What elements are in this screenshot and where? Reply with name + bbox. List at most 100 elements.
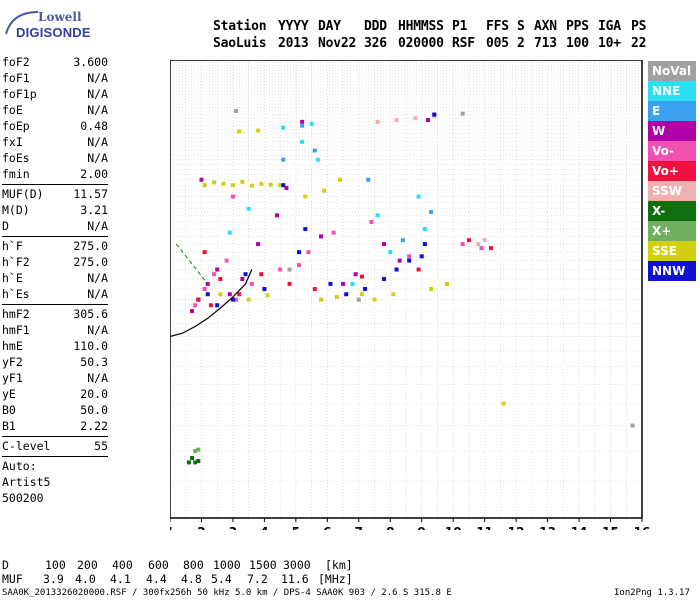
ionogram-plot: 1234567891011121314151680200300400500600… [170,60,650,530]
echo-point-noval [356,297,361,302]
footer-muf-value: 7.2 [247,572,268,586]
echo-point-sse [240,179,245,184]
x-tick-label: 10 [445,525,462,530]
param-divider [2,184,108,185]
legend-item-e: E [648,101,696,121]
echo-point-sse [319,297,324,302]
echo-point-nnw [407,258,412,263]
echo-point-vo [466,238,471,243]
dashed-guide-line [175,243,209,285]
param-value: 275.0 [73,255,108,269]
param-group-critical-frequencies: foF2 3.600 foF1 N/A foF1p N/A foE N/A foEp 0.48 fx… [2,55,108,183]
header-label-station: Station [213,19,267,34]
param-group-muf: MUF(D) 11.57 M(D) 3.21 D N/A [2,187,108,235]
param-value: N/A [87,271,108,285]
echo-point-nnw [432,112,437,117]
echo-point-e [312,148,317,153]
echo-point-w [341,281,346,286]
footer-muf-value: 4.8 [181,572,202,586]
param-value: N/A [87,71,108,85]
param-row: hmF1 N/A [2,323,108,339]
header-label-s: S [517,19,525,34]
footer-distance-value: 400 [112,558,133,572]
param-value: N/A [87,135,108,149]
echo-point-sse [230,183,235,188]
header-label-iga: IGA [598,19,621,34]
param-row: C-level 55 [2,439,108,455]
x-tick-label: 13 [539,525,556,530]
echo-point-nnw [419,254,424,259]
param-value: 305.6 [73,307,108,321]
echo-point-w [274,213,279,218]
param-group-virtual-heights: h`F 275.0 h`F2 275.0 h`E N/A h`Es N/A [2,239,108,303]
echo-point-vo [218,276,223,281]
logo-swoosh-icon [5,11,39,35]
echo-point-x [196,458,201,463]
footer-distance-value: 600 [148,558,169,572]
footer-distance-value: 200 [77,558,98,572]
param-value: 2.00 [80,167,108,181]
param-name: fxI [2,135,23,149]
header-value-day: Nov22 [318,36,357,51]
header-value-axn: 713 [534,36,557,51]
footer-muf-value: 4.4 [146,572,167,586]
echo-point-nnw [297,250,302,255]
header-label-hhmmss: HHMMSS [398,19,444,34]
param-value: 0.48 [80,119,108,133]
echo-point-sse [334,294,339,299]
echo-point-noval [630,423,635,428]
echo-point-vo [416,267,421,272]
echo-point-nnw [381,276,386,281]
param-row: MUF(D) 11.57 [2,187,108,203]
param-value: 2.22 [80,419,108,433]
param-name: h`Es [2,287,30,301]
echo-point-nnw [205,292,210,297]
param-divider [2,236,108,237]
param-name: D [2,219,9,233]
footer-muf-label: MUF [2,572,23,586]
footer-file-info: SAA0K_2013326020000.RSF / 300fx256h 50 k… [2,588,452,598]
header-label-ffs: FFS [486,19,509,34]
param-value: 11.57 [73,187,108,201]
echo-point-e [400,238,405,243]
param-name: B0 [2,403,16,417]
echo-point-sse [246,297,251,302]
param-name: yF2 [2,355,23,369]
echo-point-x [193,460,198,465]
legend-item-vo: Vo- [648,141,696,161]
echo-point-vo [208,303,213,308]
echo-point-vo [312,287,317,291]
x-tick-label: 2 [197,525,205,530]
header-value-hhmmss: 020000 [398,36,444,51]
param-row: foF2 3.600 [2,55,108,71]
echo-point-nne [416,194,421,199]
param-name: foEs [2,151,30,165]
echo-point-x [186,460,191,465]
echo-point-nnw [303,227,308,232]
echo-point-nne [227,230,232,235]
header-value-iga: 10+ [598,36,621,51]
param-divider [2,456,108,457]
param-name: foF2 [2,55,30,69]
virtual-height-trace [170,269,253,338]
echo-point-nnw [394,267,399,272]
x-tick-label: 7 [355,525,363,530]
param-row: D N/A [2,219,108,235]
param-row: h`E N/A [2,271,108,287]
header-label-p1: P1 [452,19,468,34]
echo-point-w [300,119,305,124]
param-name: M(D) [2,203,30,217]
echo-point-vo [278,267,283,272]
echo-point-sse [278,183,283,188]
x-tick-label: 6 [323,525,331,530]
param-name: yF1 [2,371,23,385]
footer-muf-value: 11.6 [281,572,309,586]
param-value: 50.3 [80,355,108,369]
echo-point-sse [218,292,223,297]
echo-point-w [381,242,386,247]
echo-point-ssw [482,238,487,243]
param-row: yE 20.0 [2,387,108,403]
param-value: N/A [87,103,108,117]
echo-point-sse [259,181,264,186]
header-value-p1: RSF [452,36,475,51]
